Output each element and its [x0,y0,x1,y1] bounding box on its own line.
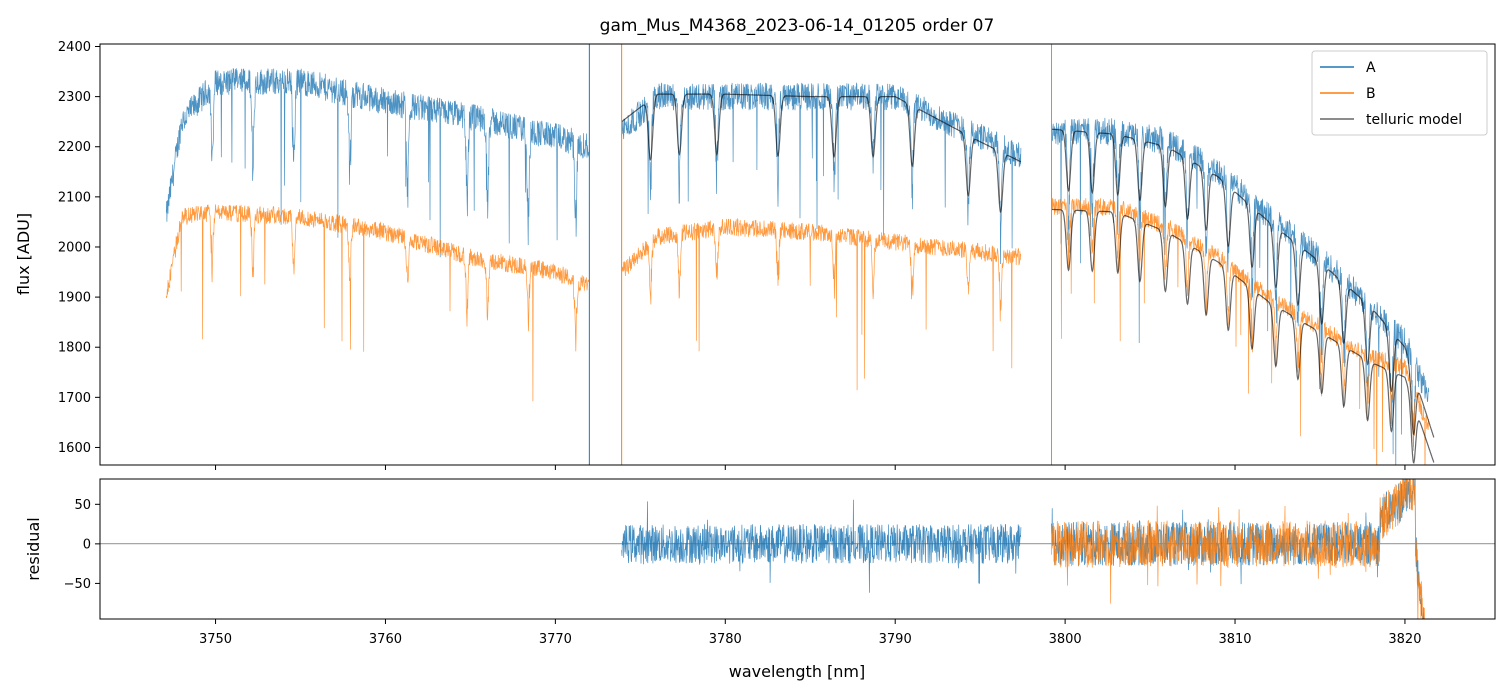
spectrum-line-telluric-model-7 [1051,128,1435,438]
residual-x-tick-label: 3750 [199,632,232,647]
residual-x-tick-label: 3760 [369,632,402,647]
spectrum-y-tick-label: 2100 [58,190,91,205]
residual-y-tick-label: −50 [64,577,91,592]
spectrum-line-b-5 [1051,198,1430,465]
residual-y-ticks: 50 0 −50 [64,498,100,592]
spectrum-y-tick-label: 2400 [58,40,91,55]
spectrum-line-a-1 [621,82,1022,265]
legend-label-a: A [1366,60,1376,76]
spectrum-y-ticks: 1600 1700 1800 1900 2000 2100 2200 2300 2400 [58,40,100,456]
spectrum-y-tick-label: 1900 [58,291,91,306]
legend: A B telluric model [1311,50,1488,136]
residual-y-tick-label: 0 [83,537,91,552]
legend-label-b: B [1366,86,1376,102]
spectrum-line-telluric-model-6 [621,93,1022,214]
spectrum-y-tick-label: 1600 [58,441,91,456]
spectrum-x-ticks [215,465,1406,470]
spectrum-y-label: flux [ADU] [14,213,33,295]
residual-line-a-0 [621,499,1022,593]
residual-x-tick-label: 3790 [879,632,912,647]
residual-y-tick-label: 50 [74,498,91,513]
spectrum-line-b-4 [621,217,1022,391]
x-axis-label: wavelength [nm] [729,662,866,681]
spectrum-line-a-0 [165,68,590,258]
legend-box [1311,50,1488,136]
spectrum-line-a-2 [1051,117,1430,465]
legend-label-model: telluric model [1366,112,1462,128]
chart-title: gam_Mus_M4368_2023-06-14_01205 order 07 [600,16,995,36]
residual-x-tick-label: 3770 [539,632,572,647]
spectrum-plot-area [165,44,1435,465]
residual-x-ticks: 3750 3760 3770 3780 3790 3800 3810 3820 [199,619,1421,647]
residual-x-tick-label: 3800 [1049,632,1082,647]
spectrum-y-tick-label: 2000 [58,240,91,255]
residual-line-b-2 [1051,479,1425,619]
residual-frame [99,478,1496,620]
residual-plot-area [100,479,1495,619]
spectrum-line-telluric-model-8 [1051,208,1435,464]
spectrum-y-tick-label: 2200 [58,140,91,155]
spectrum-y-tick-label: 2300 [58,90,91,105]
spectrum-frame [99,43,1496,466]
spectrum-y-tick-label: 1800 [58,341,91,356]
residual-x-tick-label: 3810 [1218,632,1251,647]
spectrum-panel: 1600 1700 1800 1900 2000 2100 2200 2300 2400 flu… [14,40,1496,470]
residual-x-tick-label: 3820 [1388,632,1421,647]
spectrum-y-tick-label: 1700 [58,391,91,406]
residual-panel: 500−50 3750 3760 3770 3780 3790 3800 3810 3820 … [24,478,1496,681]
residual-y-label: residual [24,517,43,580]
residual-x-tick-label: 3780 [709,632,742,647]
spectrum-line-b-3 [165,204,590,402]
